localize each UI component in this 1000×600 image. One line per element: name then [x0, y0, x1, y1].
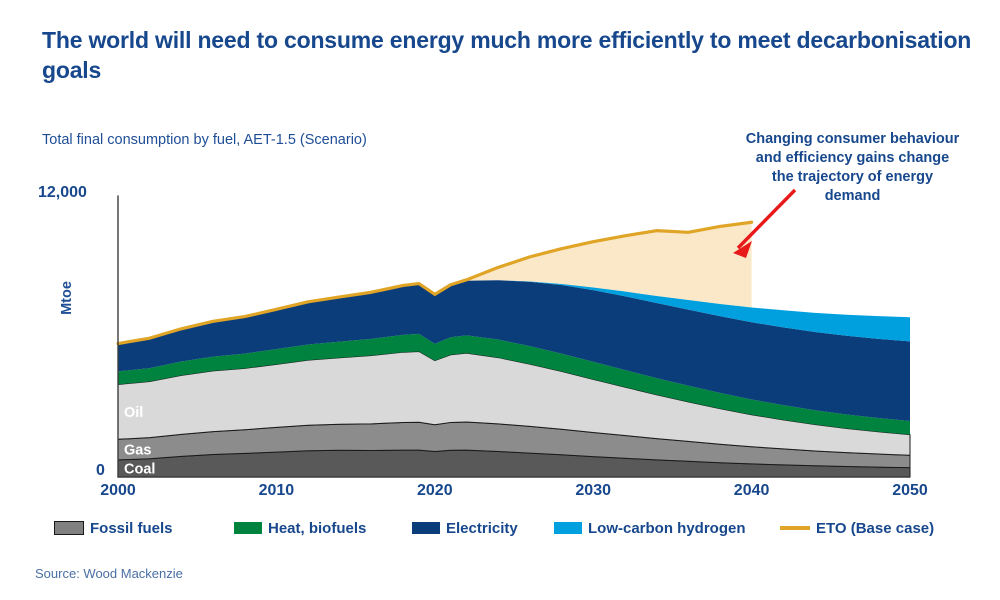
x-axis-tick-2050: 2050: [892, 482, 928, 499]
y-axis-tick-zero: 0: [96, 462, 105, 479]
inline-label-gas: Gas: [124, 443, 151, 459]
source-note: Source: Wood Mackenzie: [35, 566, 183, 581]
eto-base-case-line: [116, 220, 754, 346]
chart-subtitle: Total final consumption by fuel, AET-1.5…: [42, 132, 367, 148]
x-axis-tick-2000: 2000: [100, 482, 136, 499]
legend-label: ETO (Base case): [816, 519, 935, 537]
series-band-heat-biofuels: [118, 333, 910, 435]
x-axis-tick-2030: 2030: [575, 482, 611, 499]
legend-item-eto-base-case[interactable]: ETO (Base case): [780, 516, 934, 540]
legend-label: Heat, biofuels: [268, 519, 367, 537]
series-band-low-carbon-hydrogen: [118, 280, 910, 344]
legend-item-heat-biofuels[interactable]: Heat, biofuels: [234, 516, 366, 540]
chart-legend: Fossil fuels Heat, biofuels Electricity Low…: [42, 516, 972, 540]
page-title: The world will need to consume energy mu…: [42, 27, 972, 83]
series-band-electricity: [118, 280, 910, 422]
legend-color-swatch: [412, 522, 440, 534]
x-axis-tick-2040: 2040: [733, 482, 770, 499]
x-axis-tick-2020: 2020: [417, 482, 453, 499]
y-axis-tick-max: 12,000: [38, 184, 87, 201]
x-axis-tick-2010: 2010: [258, 482, 295, 499]
inline-label-oil: Oil: [124, 405, 143, 421]
legend-label: Fossil fuels: [90, 519, 173, 537]
inline-label-coal: Coal: [124, 461, 155, 477]
legend-color-swatch: [234, 522, 262, 534]
annotation-arrow: [733, 188, 797, 258]
callout-annotation: Changing consumer behaviour and efficien…: [745, 131, 960, 204]
legend-item-low-carbon-hydrogen[interactable]: Low-carbon hydrogen: [554, 516, 746, 540]
legend-color-swatch: [554, 522, 582, 534]
x-axis-ticks: 2000 2010 2020 2030 2040 2050: [0, 482, 1000, 508]
efficiency-gap-fill: [466, 222, 752, 308]
legend-line-swatch: [780, 526, 810, 530]
legend-item-electricity[interactable]: Electricity: [412, 516, 518, 540]
legend-label: Low-carbon hydrogen: [588, 519, 746, 537]
legend-label: Electricity: [446, 519, 518, 537]
legend-color-swatch: [54, 521, 84, 535]
legend-item-fossil-fuels[interactable]: Fossil fuels: [54, 516, 173, 540]
